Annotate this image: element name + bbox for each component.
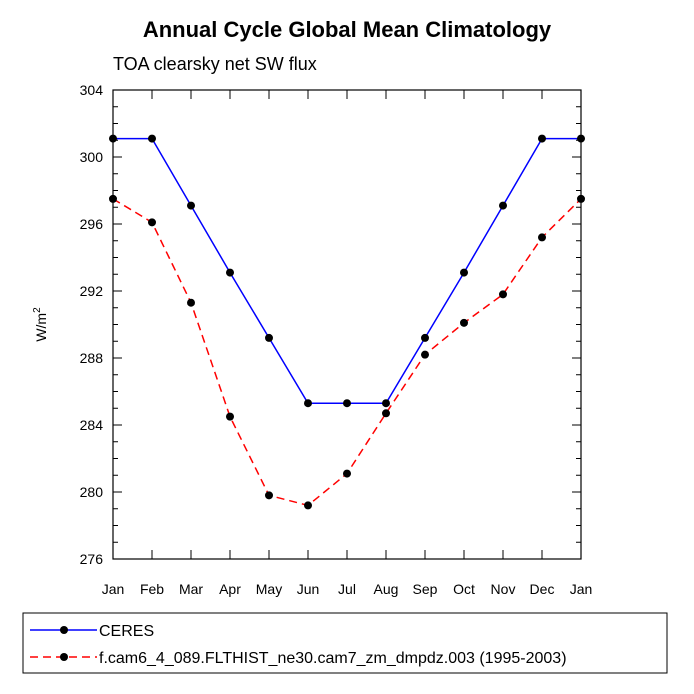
data-point: [343, 399, 351, 408]
data-point: [187, 201, 195, 210]
data-point: [460, 318, 468, 327]
y-tick-label: 300: [80, 149, 104, 165]
data-point: [538, 134, 546, 143]
y-tick-label: 276: [80, 551, 104, 567]
data-point: [304, 399, 312, 408]
y-tick-label: 280: [80, 484, 104, 500]
data-point: [460, 268, 468, 277]
data-point: [226, 412, 234, 421]
series-layer: [109, 134, 585, 510]
y-axis-label-text: W/m: [33, 313, 49, 342]
data-point: [265, 333, 273, 342]
series-line-0: [113, 137, 581, 404]
y-tick-label: 292: [80, 283, 104, 299]
y-tick-label: 284: [80, 417, 104, 433]
data-point: [499, 290, 507, 299]
data-point: [382, 399, 390, 408]
data-point: [538, 233, 546, 242]
data-point: [343, 469, 351, 478]
x-tick-label: May: [256, 581, 282, 597]
y-axis-ticks: 276 280 284 288 292 296 300 304: [80, 82, 581, 567]
x-tick-label: Sep: [413, 581, 438, 597]
y-tick-label: 288: [80, 350, 104, 366]
x-tick-label: Mar: [179, 581, 203, 597]
x-tick-label: Nov: [491, 581, 516, 597]
x-tick-label: Feb: [140, 581, 164, 597]
legend-marker: [60, 626, 68, 634]
data-point: [226, 268, 234, 277]
x-tick-label: Jul: [338, 581, 356, 597]
x-tick-label: Apr: [219, 581, 241, 597]
y-tick-label: 296: [80, 216, 104, 232]
series-line-1: [112, 198, 582, 507]
data-point: [265, 491, 273, 500]
y-tick-label: 304: [80, 82, 104, 98]
x-tick-label: Jan: [102, 581, 125, 597]
data-point: [148, 134, 156, 143]
x-axis-ticks: Jan Feb Mar Apr May Jun Jul Aug Sep Oct Nov Dec Jan: [102, 90, 593, 597]
data-point: [421, 350, 429, 359]
legend-label: CERES: [99, 623, 154, 640]
legend-label: f.cam6_4_089.FLTHIST_ne30.cam7_zm_dmpdz.…: [99, 650, 567, 667]
x-tick-label: Aug: [374, 581, 399, 597]
data-point: [382, 409, 390, 418]
x-tick-label: Jun: [297, 581, 320, 597]
x-tick-label: Jan: [570, 581, 593, 597]
y-axis-label-superscript: 2: [32, 307, 43, 313]
data-point: [187, 298, 195, 307]
chart-subtitle: TOA clearsky net SW flux: [113, 54, 317, 74]
data-point: [499, 201, 507, 210]
legend-box: [22, 612, 668, 674]
plot-frame: [112, 89, 582, 560]
x-tick-label: Dec: [530, 581, 555, 597]
chart-title: Annual Cycle Global Mean Climatology: [143, 17, 552, 42]
x-tick-label: Oct: [453, 581, 475, 597]
legend-marker: [60, 653, 68, 661]
data-point: [421, 333, 429, 342]
legend: CERES f.cam6_4_089.FLTHIST_ne30.cam7_zm_d…: [22, 612, 668, 674]
data-point: [304, 501, 312, 510]
data-point: [148, 218, 156, 227]
y-axis-label: W/m2: [32, 307, 49, 342]
